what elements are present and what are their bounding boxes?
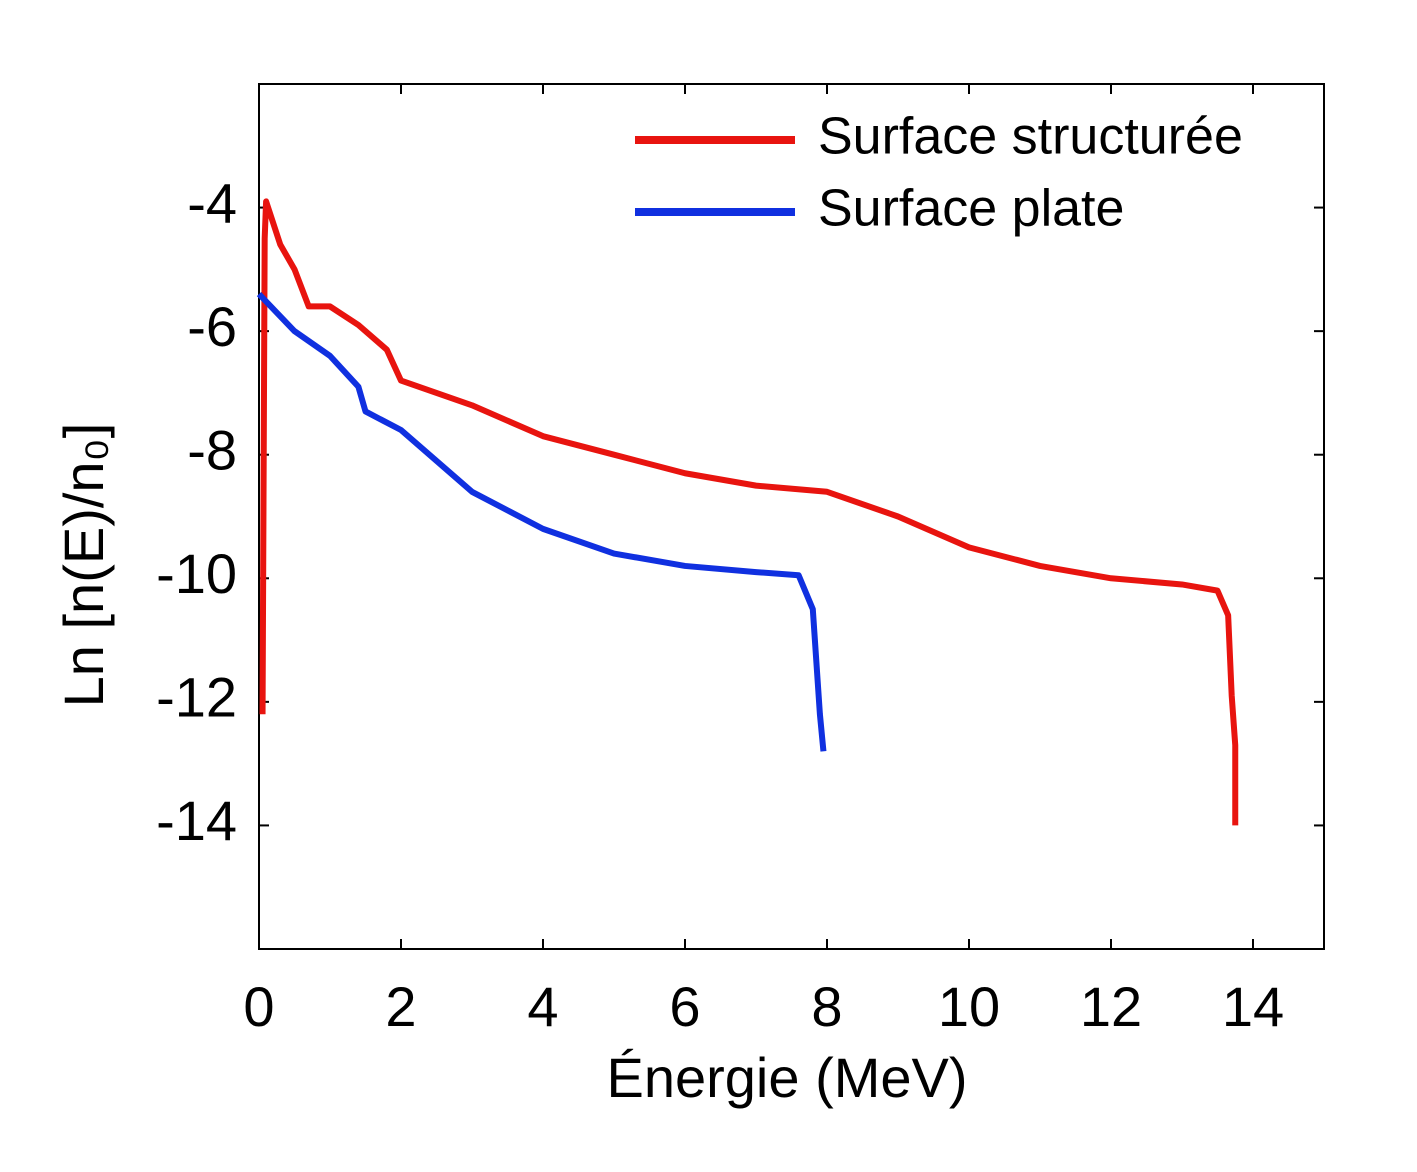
x-tick-label: 10 bbox=[938, 975, 1000, 1038]
data-line bbox=[256, 291, 827, 752]
x-tick-label: 0 bbox=[243, 975, 274, 1038]
x-axis-label: Énergie (MeV) bbox=[606, 1046, 967, 1109]
x-tick-label: 12 bbox=[1080, 975, 1142, 1038]
y-tick-label: -14 bbox=[156, 789, 237, 852]
y-tick-label: -6 bbox=[187, 295, 237, 358]
x-tick-label: 2 bbox=[385, 975, 416, 1038]
y-tick-label: -12 bbox=[156, 666, 237, 729]
plot-frame bbox=[258, 83, 1325, 950]
y-tick-label: -10 bbox=[156, 542, 237, 605]
y-tick-label: -4 bbox=[187, 171, 237, 234]
legend-label: Surface structurée bbox=[818, 108, 1243, 166]
y-tick-label: -8 bbox=[187, 419, 237, 482]
legend-label: Surface plate bbox=[818, 180, 1124, 238]
x-tick-label: 14 bbox=[1222, 975, 1284, 1038]
y-axis-label: Ln [n(E)/n₀] bbox=[52, 423, 115, 708]
x-tick-label: 8 bbox=[811, 975, 842, 1038]
x-tick-label: 6 bbox=[669, 975, 700, 1038]
x-tick-label: 4 bbox=[527, 975, 558, 1038]
data-line bbox=[259, 198, 1239, 826]
